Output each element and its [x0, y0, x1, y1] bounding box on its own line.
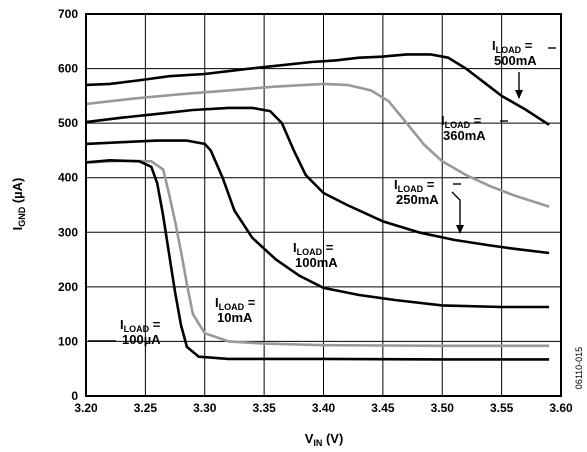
x-tick-label: 3.50	[431, 401, 455, 415]
x-tick-label: 3.45	[371, 401, 395, 415]
y-tick-label: 0	[71, 389, 78, 403]
annotation-value: 360mA	[443, 128, 486, 143]
x-tick-label: 3.40	[312, 401, 336, 415]
y-tick-label: 600	[58, 62, 78, 76]
y-tick-label: 700	[58, 7, 78, 21]
series-line-1	[85, 82, 550, 208]
y-tick-label: 200	[58, 280, 78, 294]
annotation-label: ILOAD =	[215, 295, 256, 312]
annotation-value: 10mA	[217, 310, 253, 325]
series-line-0	[85, 53, 550, 126]
annotation-label: ILOAD =	[492, 38, 533, 55]
annotation-value: 100µA	[122, 332, 161, 347]
annotation-label: ILOAD =	[293, 240, 334, 257]
y-tick-label: 100	[58, 334, 78, 348]
annotation-label: ILOAD =	[441, 113, 482, 130]
annotation-value: 100mA	[295, 255, 338, 270]
y-axis-label-main: I	[10, 227, 25, 231]
plot-frame	[85, 13, 562, 397]
arrow-500ma-head	[515, 90, 523, 99]
x-tick-label: 3.20	[74, 401, 98, 415]
x-tick-label: 3.60	[549, 401, 573, 415]
y-tick-labels: 0 100 200 300 400 500 600 700	[58, 7, 78, 403]
x-tick-label: 3.35	[252, 401, 276, 415]
x-axis-label-main: V	[305, 431, 314, 446]
x-axis-label-unit: (V)	[322, 431, 343, 446]
series-layer	[85, 53, 550, 361]
y-tick-label: 400	[58, 171, 78, 185]
y-axis-label: IGND (µA)	[10, 178, 27, 231]
y-tick-label: 300	[58, 225, 78, 239]
x-tick-labels: 3.20 3.25 3.30 3.35 3.40 3.45 3.50 3.55 3.60	[74, 401, 573, 415]
annotation-label: ILOAD =	[394, 177, 435, 194]
x-tick-label: 3.30	[193, 401, 217, 415]
x-tick-label: 3.25	[134, 401, 158, 415]
y-tick-label: 500	[58, 116, 78, 130]
arrow-250ma	[451, 191, 461, 233]
x-axis-label-sub: IN	[313, 438, 322, 448]
annotation-label: ILOAD =	[120, 317, 161, 334]
annotation-arrows	[88, 47, 556, 342]
y-axis-label-sub: GND	[17, 206, 27, 227]
series-line-4	[85, 159, 550, 348]
annotation-value: 250mA	[396, 192, 439, 207]
arrow-250ma-head	[456, 225, 464, 234]
annotation-value: 500mA	[494, 53, 537, 68]
figure-code: 06110-015	[574, 347, 584, 389]
series-line-3	[85, 139, 550, 309]
x-axis-label: VIN (V)	[305, 431, 344, 448]
y-axis-label-unit: (µA)	[10, 178, 25, 207]
series-line-2	[85, 106, 550, 255]
series-line-5	[85, 159, 550, 361]
x-tick-label: 3.55	[490, 401, 514, 415]
